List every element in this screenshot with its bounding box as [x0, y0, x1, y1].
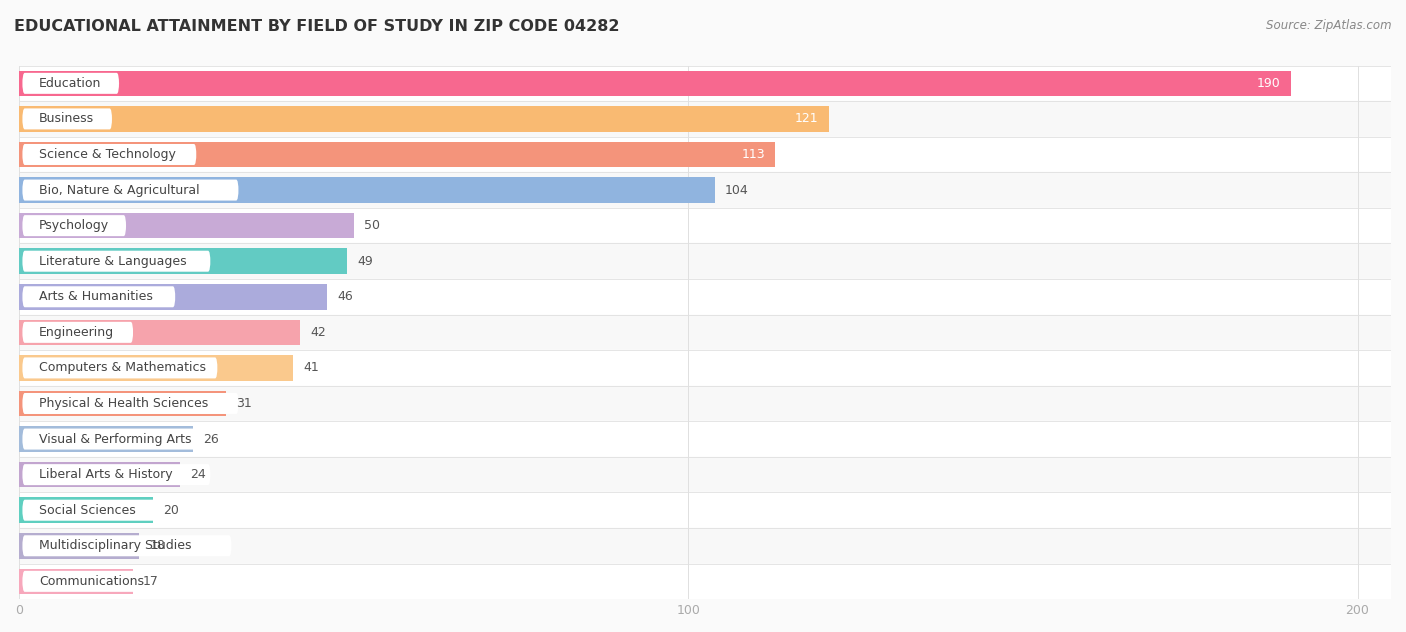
Text: 49: 49 — [357, 255, 373, 268]
FancyBboxPatch shape — [22, 179, 239, 200]
Bar — [20, 497, 153, 523]
Bar — [20, 137, 1391, 173]
Text: Visual & Performing Arts: Visual & Performing Arts — [39, 432, 191, 446]
Text: Literature & Languages: Literature & Languages — [39, 255, 187, 268]
Text: Bio, Nature & Agricultural: Bio, Nature & Agricultural — [39, 183, 200, 197]
FancyBboxPatch shape — [22, 535, 232, 556]
FancyBboxPatch shape — [22, 571, 155, 592]
Bar — [20, 533, 139, 559]
Text: Psychology: Psychology — [39, 219, 110, 232]
Text: Education: Education — [39, 77, 101, 90]
Text: 121: 121 — [796, 112, 818, 125]
Text: Engineering: Engineering — [39, 326, 114, 339]
Bar — [20, 426, 193, 452]
Bar — [20, 66, 1391, 101]
FancyBboxPatch shape — [22, 109, 112, 130]
Text: 18: 18 — [149, 539, 166, 552]
Bar — [20, 528, 1391, 564]
Text: Multidisciplinary Studies: Multidisciplinary Studies — [39, 539, 191, 552]
Bar — [20, 243, 1391, 279]
Text: 190: 190 — [1257, 77, 1281, 90]
Text: Communications: Communications — [39, 575, 143, 588]
Text: Science & Technology: Science & Technology — [39, 148, 176, 161]
Bar — [20, 71, 1291, 96]
Text: Source: ZipAtlas.com: Source: ZipAtlas.com — [1267, 19, 1392, 32]
Bar — [20, 350, 1391, 386]
Text: 113: 113 — [741, 148, 765, 161]
FancyBboxPatch shape — [22, 428, 225, 449]
Bar — [20, 564, 1391, 599]
Bar — [20, 391, 226, 416]
Bar — [20, 462, 180, 487]
Bar — [20, 101, 1391, 137]
Text: 50: 50 — [364, 219, 380, 232]
Text: Liberal Arts & History: Liberal Arts & History — [39, 468, 173, 481]
Bar — [20, 173, 1391, 208]
Text: 41: 41 — [304, 362, 319, 374]
Text: 20: 20 — [163, 504, 179, 517]
Bar — [20, 248, 347, 274]
Text: EDUCATIONAL ATTAINMENT BY FIELD OF STUDY IN ZIP CODE 04282: EDUCATIONAL ATTAINMENT BY FIELD OF STUDY… — [14, 19, 620, 34]
Text: 17: 17 — [143, 575, 159, 588]
Bar — [20, 177, 716, 203]
FancyBboxPatch shape — [22, 464, 211, 485]
Bar — [20, 142, 775, 167]
Text: Social Sciences: Social Sciences — [39, 504, 136, 517]
Bar — [20, 386, 1391, 422]
Bar — [20, 422, 1391, 457]
Bar — [20, 315, 1391, 350]
Text: 46: 46 — [337, 290, 353, 303]
FancyBboxPatch shape — [22, 286, 176, 307]
Text: 24: 24 — [190, 468, 205, 481]
FancyBboxPatch shape — [22, 215, 127, 236]
FancyBboxPatch shape — [22, 500, 162, 521]
Text: Physical & Health Sciences: Physical & Health Sciences — [39, 397, 208, 410]
Bar — [20, 492, 1391, 528]
Bar — [20, 320, 299, 345]
Text: Business: Business — [39, 112, 94, 125]
FancyBboxPatch shape — [22, 322, 134, 343]
Bar — [20, 106, 828, 131]
Bar — [20, 213, 354, 238]
Text: 31: 31 — [236, 397, 252, 410]
FancyBboxPatch shape — [22, 251, 211, 272]
Bar — [20, 355, 294, 380]
Text: Computers & Mathematics: Computers & Mathematics — [39, 362, 207, 374]
Bar — [20, 279, 1391, 315]
FancyBboxPatch shape — [22, 358, 218, 379]
Bar — [20, 457, 1391, 492]
Bar — [20, 569, 132, 594]
Text: Arts & Humanities: Arts & Humanities — [39, 290, 153, 303]
FancyBboxPatch shape — [22, 144, 197, 165]
Bar — [20, 284, 326, 310]
Text: 26: 26 — [202, 432, 219, 446]
Text: 104: 104 — [725, 183, 749, 197]
Text: 42: 42 — [311, 326, 326, 339]
FancyBboxPatch shape — [22, 393, 239, 414]
FancyBboxPatch shape — [22, 73, 120, 94]
Bar — [20, 208, 1391, 243]
